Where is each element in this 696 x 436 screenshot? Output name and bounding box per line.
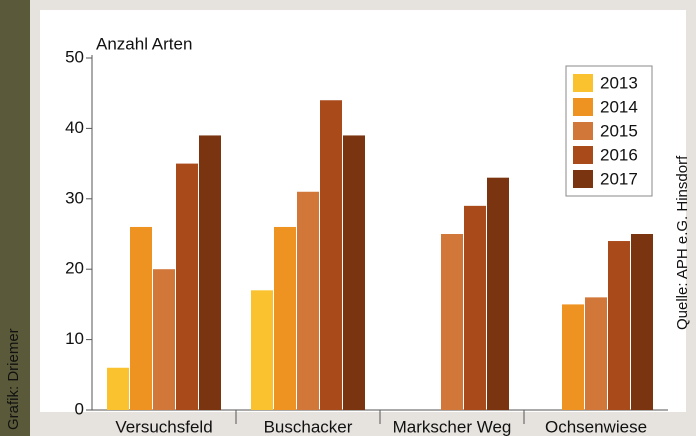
y-tick-label: 20 [65, 259, 84, 278]
bar [487, 178, 509, 410]
legend-label: 2015 [600, 121, 638, 140]
bar [199, 135, 221, 410]
legend-swatch [573, 98, 593, 116]
bar [585, 297, 607, 410]
x-tick-label: Versuchsfeld [115, 417, 212, 436]
y-tick-label: 10 [65, 329, 84, 348]
y-tick-label: 0 [75, 399, 84, 418]
legend-label: 2016 [600, 145, 638, 164]
bar [562, 304, 584, 410]
bar [274, 227, 296, 410]
bar [320, 100, 342, 410]
bar [130, 227, 152, 410]
bar [153, 269, 175, 410]
legend-label: 2017 [600, 169, 638, 188]
legend-swatch [573, 146, 593, 164]
x-tick-label: Buschacker [264, 417, 353, 436]
bar [297, 192, 319, 410]
legend-swatch [573, 170, 593, 188]
chart: Anzahl Arten Grafik: Driemer Quelle: APH… [0, 0, 696, 436]
bar [631, 234, 653, 410]
y-axis-label: Anzahl Arten [96, 34, 192, 53]
bar [464, 206, 486, 410]
y-tick-label: 40 [65, 118, 84, 137]
legend-swatch [573, 74, 593, 92]
bar [176, 164, 198, 410]
legend-label: 2014 [600, 97, 638, 116]
bar [608, 241, 630, 410]
bar [441, 234, 463, 410]
y-tick-label: 50 [65, 47, 84, 66]
bar [107, 368, 129, 410]
x-tick-label: Ochsenwiese [545, 417, 647, 436]
bar [343, 135, 365, 410]
y-tick-label: 30 [65, 188, 84, 207]
credit-left: Grafik: Driemer [5, 328, 22, 430]
legend-swatch [573, 122, 593, 140]
x-tick-label: Markscher Weg [393, 417, 512, 436]
bar [251, 290, 273, 410]
credit-right: Quelle: APH e.G. Hinsdorf [674, 155, 691, 330]
legend-label: 2013 [600, 73, 638, 92]
